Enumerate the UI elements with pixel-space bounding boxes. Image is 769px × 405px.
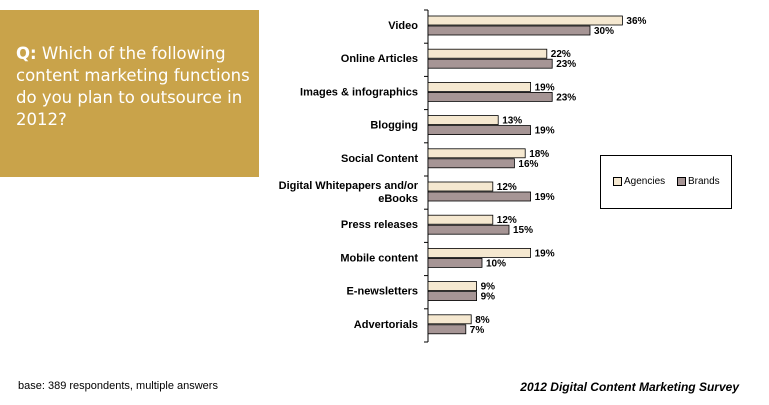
bar-agencies	[427, 148, 526, 159]
bar-brands	[427, 25, 591, 36]
bar-brands	[427, 191, 531, 202]
base-note: base: 389 respondents, multiple answers	[18, 380, 218, 392]
bar-agencies	[427, 214, 494, 225]
data-label-agencies: 12%	[497, 215, 517, 226]
data-label-brands: 19%	[535, 126, 555, 137]
legend-swatch-brands	[677, 177, 686, 186]
data-label-brands: 10%	[486, 258, 506, 269]
bar-brands	[427, 224, 510, 235]
bar-agencies	[427, 82, 531, 92]
category-label: Digital Whitepapers and/or eBooks	[279, 180, 419, 205]
data-label-agencies: 19%	[535, 248, 555, 259]
bar-agencies	[427, 115, 499, 125]
data-label-brands: 16%	[518, 159, 538, 170]
data-label-agencies: 19%	[535, 82, 555, 93]
category-label: Advertorials	[354, 319, 418, 331]
data-label-agencies: 22%	[551, 49, 571, 60]
bar-brands	[427, 324, 467, 335]
data-label-agencies: 18%	[529, 149, 549, 160]
bar-brands	[427, 158, 515, 169]
bar-agencies	[427, 247, 531, 258]
legend-item-brands: Brands	[677, 176, 720, 187]
category-label: Images & infographics	[300, 86, 418, 98]
survey-title: 2012 Digital Content Marketing Survey	[520, 380, 739, 394]
category-label: Mobile content	[340, 252, 418, 264]
category-label: Video	[388, 20, 418, 32]
bar-brands	[427, 291, 477, 302]
data-label-brands: 23%	[556, 59, 576, 70]
data-label-agencies: 13%	[502, 116, 522, 127]
bar-agencies	[427, 181, 494, 192]
bar-brands	[427, 58, 553, 69]
data-label-agencies: 9%	[481, 282, 496, 293]
question-prefix: Q:	[16, 44, 37, 63]
legend-swatch-agencies	[613, 177, 622, 186]
question-text-block: Q: Which of the following content market…	[16, 43, 256, 131]
bar-agencies	[427, 48, 548, 59]
bar-agencies	[427, 15, 623, 26]
data-label-brands: 15%	[513, 225, 533, 236]
category-label: E-newsletters	[346, 286, 418, 298]
data-label-brands: 9%	[481, 292, 496, 303]
question-text: Which of the following content marketing…	[16, 44, 250, 129]
bar-brands	[427, 257, 483, 268]
data-label-agencies: 36%	[626, 16, 646, 27]
category-label: Press releases	[341, 219, 418, 231]
data-label-brands: 7%	[470, 325, 485, 336]
category-label: Blogging	[370, 120, 418, 132]
bar-agencies	[427, 281, 477, 292]
bar-brands	[427, 125, 531, 135]
category-label: Online Articles	[341, 53, 418, 65]
data-label-brands: 23%	[556, 92, 576, 103]
bar-agencies	[427, 314, 472, 325]
legend-item-agencies: Agencies	[613, 176, 665, 187]
bar-brands	[427, 92, 553, 102]
legend-label-agencies: Agencies	[624, 176, 666, 187]
data-label-agencies: 12%	[497, 182, 517, 193]
legend-label-brands: Brands	[688, 176, 720, 187]
chart-legend: Agencies Brands	[600, 155, 732, 209]
question-box: Q: Which of the following content market…	[0, 10, 259, 177]
data-label-agencies: 8%	[475, 315, 490, 326]
category-label: Social Content	[341, 153, 418, 165]
data-label-brands: 30%	[594, 26, 614, 37]
data-label-brands: 19%	[535, 192, 555, 203]
